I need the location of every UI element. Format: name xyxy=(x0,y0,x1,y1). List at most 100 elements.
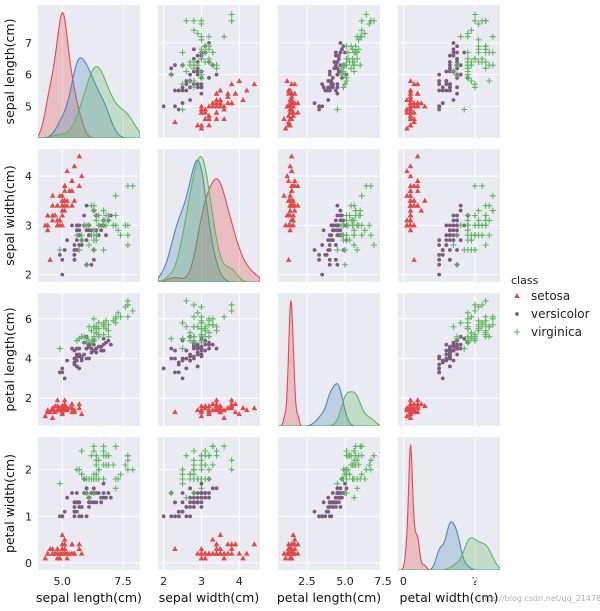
kde-setosa xyxy=(38,11,140,138)
point-setosa xyxy=(288,168,295,174)
point-versicolor xyxy=(440,253,445,257)
point-setosa xyxy=(217,403,224,409)
point-setosa xyxy=(78,550,85,556)
point-virginica xyxy=(88,327,95,334)
point-setosa xyxy=(209,100,216,106)
panel-marks xyxy=(161,11,258,131)
point-versicolor xyxy=(455,50,459,55)
point-virginica xyxy=(341,246,348,253)
point-setosa xyxy=(285,256,292,262)
point-versicolor xyxy=(77,228,82,233)
point-setosa xyxy=(285,87,292,93)
point-versicolor xyxy=(191,82,196,87)
point-virginica xyxy=(471,55,478,62)
point-virginica xyxy=(348,202,355,209)
point-setosa xyxy=(290,112,297,118)
point-versicolor xyxy=(440,248,445,252)
point-versicolor xyxy=(184,356,189,361)
point-virginica xyxy=(345,466,352,473)
point-setosa xyxy=(57,555,63,561)
point-virginica xyxy=(482,327,489,334)
point-versicolor xyxy=(451,223,456,228)
point-versicolor xyxy=(188,500,193,505)
point-virginica xyxy=(228,11,235,18)
point-versicolor xyxy=(323,253,328,257)
point-versicolor xyxy=(455,91,459,96)
point-versicolor xyxy=(99,348,104,353)
point-virginica xyxy=(112,485,119,492)
point-setosa xyxy=(414,182,421,188)
point-setosa xyxy=(71,163,78,169)
point-setosa xyxy=(228,397,235,403)
point-virginica xyxy=(206,329,212,336)
point-versicolor xyxy=(437,362,442,367)
panel-marks xyxy=(281,443,377,561)
point-versicolor xyxy=(65,495,70,500)
point-versicolor xyxy=(173,356,177,361)
point-virginica xyxy=(78,448,85,454)
point-virginica xyxy=(354,246,361,253)
point-virginica xyxy=(489,192,496,199)
point-setosa xyxy=(225,100,231,106)
x-tick-label: 0 xyxy=(400,575,407,588)
point-versicolor xyxy=(444,348,449,353)
point-versicolor xyxy=(462,50,467,55)
point-versicolor xyxy=(173,348,177,353)
kde-virginica xyxy=(398,537,500,570)
point-virginica xyxy=(124,232,131,239)
point-versicolor xyxy=(161,366,166,371)
point-virginica xyxy=(124,301,131,308)
point-versicolor xyxy=(324,509,329,514)
point-versicolor xyxy=(207,340,211,345)
point-versicolor xyxy=(176,362,181,367)
y-axis-label: petal length(cm) xyxy=(2,307,17,411)
point-setosa xyxy=(76,541,83,547)
point-versicolor xyxy=(455,346,459,351)
y-tick-label: 2 xyxy=(25,392,32,405)
point-virginica xyxy=(471,307,478,314)
point-versicolor xyxy=(203,348,208,353)
point-versicolor xyxy=(188,514,193,519)
point-virginica xyxy=(190,457,197,464)
point-virginica xyxy=(95,222,102,229)
point-setosa xyxy=(251,541,258,547)
point-virginica xyxy=(457,222,464,229)
point-setosa xyxy=(407,217,414,223)
point-virginica xyxy=(489,313,496,320)
point-versicolor xyxy=(195,82,200,87)
point-virginica xyxy=(349,476,356,482)
point-versicolor xyxy=(335,85,340,90)
point-versicolor xyxy=(199,352,204,357)
point-virginica xyxy=(213,327,220,334)
point-versicolor xyxy=(451,50,456,55)
point-setosa xyxy=(411,401,417,407)
point-versicolor xyxy=(340,213,344,218)
point-setosa xyxy=(407,227,414,233)
point-virginica xyxy=(198,485,205,492)
kde-virginica xyxy=(278,391,380,426)
watermark-url: https://blog.csdn.net/qq_21478261 xyxy=(476,594,600,603)
point-versicolor xyxy=(169,346,174,351)
point-setosa xyxy=(287,192,293,198)
point-versicolor xyxy=(455,75,459,80)
point-versicolor xyxy=(65,238,70,243)
x-axis-label: petal width(cm) xyxy=(400,590,499,605)
y-axis-label: sepal width(cm) xyxy=(2,165,17,266)
point-versicolor xyxy=(317,107,322,112)
point-setosa xyxy=(44,550,51,556)
point-virginica xyxy=(340,84,347,91)
point-versicolor xyxy=(451,41,456,45)
point-setosa xyxy=(228,81,235,87)
point-virginica xyxy=(363,11,370,18)
point-virginica xyxy=(90,335,97,342)
panel-marks xyxy=(278,300,380,426)
point-versicolor xyxy=(77,514,82,519)
point-virginica xyxy=(202,462,209,468)
point-virginica xyxy=(358,192,365,199)
point-setosa xyxy=(411,197,417,203)
panel-pl-vs-sl xyxy=(38,293,140,426)
point-versicolor xyxy=(312,101,317,106)
point-setosa xyxy=(232,409,239,415)
point-setosa xyxy=(76,153,83,159)
point-virginica xyxy=(471,301,478,308)
